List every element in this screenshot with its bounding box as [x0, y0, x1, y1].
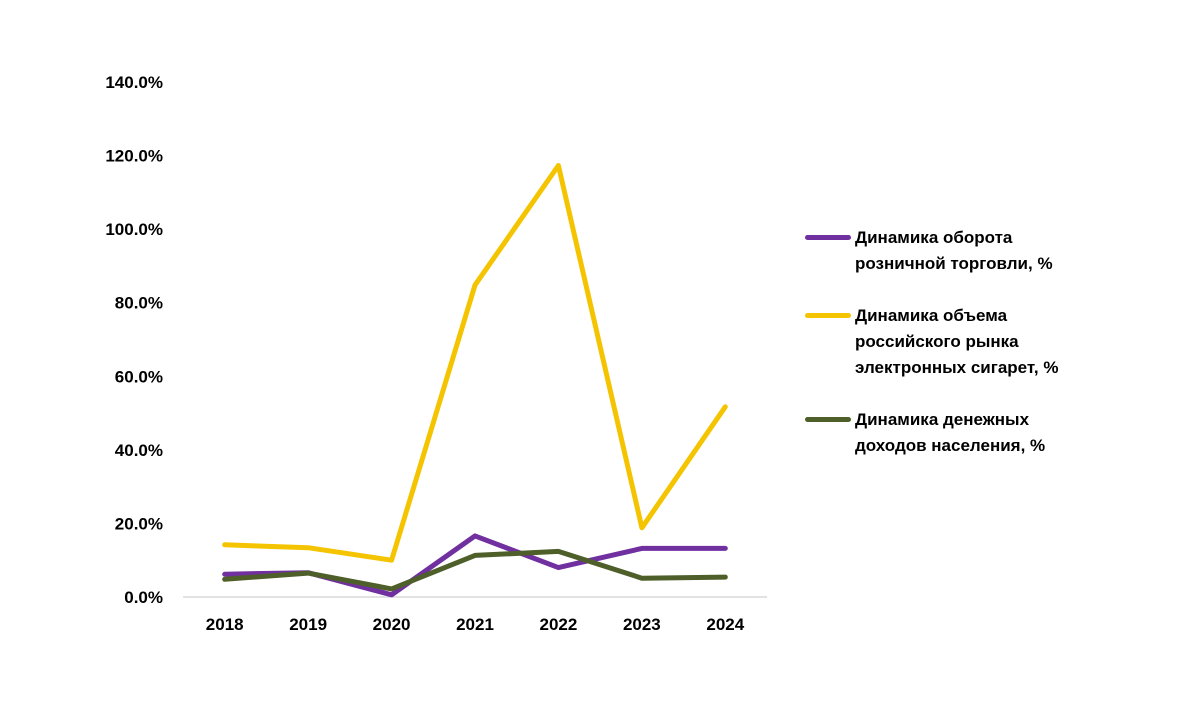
y-tick-label: 140.0% [105, 73, 163, 92]
legend-label-household-income: Динамика денежных доходов населения, % [855, 410, 1046, 455]
x-tick-label: 2018 [206, 615, 244, 634]
y-tick-label: 120.0% [105, 147, 163, 166]
legend-swatch-retail-turnover [805, 235, 851, 240]
y-tick-label: 20.0% [115, 514, 163, 533]
series-line-household-income [222, 548, 728, 592]
y-tick-label: 100.0% [105, 220, 163, 239]
x-tick-label: 2023 [623, 615, 661, 634]
chart-legend: Динамика оборота розничной торговли, % Д… [805, 225, 1135, 485]
y-axis-ticks: 0.0% 20.0% 40.0% 60.0% 80.0% 100.0% 120.0% 140.… [105, 73, 163, 607]
y-tick-label: 60.0% [115, 367, 163, 386]
y-tick-label: 0.0% [124, 588, 163, 607]
x-axis-ticks: 2018 2019 2020 2021 2022 2023 2024 [206, 615, 745, 634]
legend-item-e-cigarette-market: Динамика объема российского рынка электр… [805, 303, 1135, 381]
y-tick-label: 80.0% [115, 294, 163, 313]
legend-item-household-income: Динамика денежных доходов населения, % [805, 407, 1135, 459]
x-tick-label: 2022 [540, 615, 578, 634]
legend-label-e-cigarette-market: Динамика объема российского рынка электр… [855, 306, 1059, 377]
x-tick-label: 2024 [706, 615, 744, 634]
legend-item-retail-turnover: Динамика оборота розничной торговли, % [805, 225, 1135, 277]
x-tick-label: 2019 [289, 615, 327, 634]
x-tick-label: 2020 [373, 615, 411, 634]
y-tick-label: 40.0% [115, 441, 163, 460]
x-tick-label: 2021 [456, 615, 494, 634]
series-lines [222, 163, 728, 598]
legend-swatch-household-income [805, 417, 851, 422]
legend-label-retail-turnover: Динамика оборота розничной торговли, % [855, 228, 1053, 273]
series-line-e-cigarette-market [222, 163, 728, 563]
legend-swatch-e-cigarette-market [805, 313, 851, 318]
series-line-retail-turnover [222, 533, 728, 598]
